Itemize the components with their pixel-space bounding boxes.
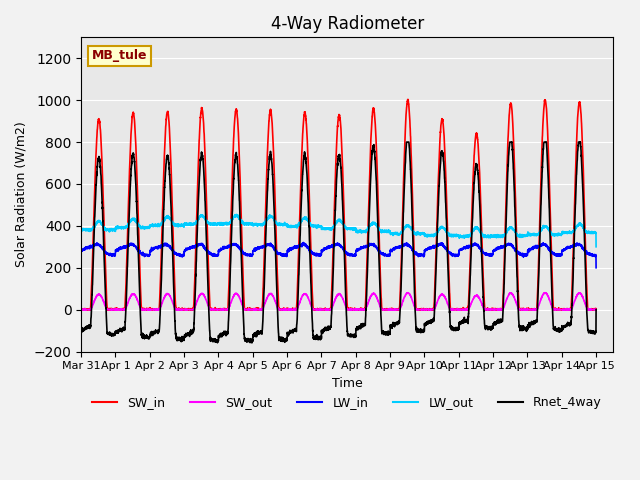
SW_in bbox=[77, 306, 85, 312]
Line: SW_in: SW_in bbox=[81, 99, 596, 310]
Rnet_4way bbox=[592, 307, 600, 312]
LW_out bbox=[591, 229, 599, 235]
SW_in bbox=[426, 307, 433, 312]
SW_out bbox=[426, 307, 433, 312]
LW_in bbox=[77, 248, 85, 254]
LW_in bbox=[319, 247, 327, 252]
LW_out bbox=[170, 221, 177, 227]
SW_in bbox=[170, 255, 178, 261]
Rnet_4way bbox=[403, 139, 410, 145]
SW_in bbox=[404, 96, 412, 102]
Rnet_4way bbox=[319, 327, 327, 333]
Rnet_4way bbox=[170, 283, 177, 289]
Line: LW_out: LW_out bbox=[81, 215, 596, 247]
SW_out bbox=[77, 307, 85, 312]
Rnet_4way bbox=[248, 340, 256, 346]
LW_out bbox=[77, 228, 85, 233]
LW_in bbox=[426, 245, 433, 251]
Rnet_4way bbox=[426, 319, 433, 325]
Y-axis label: Solar Radiation (W/m2): Solar Radiation (W/m2) bbox=[15, 121, 28, 267]
LW_out bbox=[233, 212, 241, 217]
LW_in bbox=[454, 252, 461, 258]
LW_in bbox=[170, 248, 177, 254]
Line: SW_out: SW_out bbox=[81, 293, 596, 310]
SW_out bbox=[77, 307, 85, 312]
Title: 4-Way Radiometer: 4-Way Radiometer bbox=[271, 15, 424, 33]
Rnet_4way bbox=[77, 327, 85, 333]
SW_out bbox=[404, 290, 412, 296]
LW_out bbox=[454, 233, 461, 239]
SW_out bbox=[170, 303, 178, 309]
Legend: SW_in, SW_out, LW_in, LW_out, Rnet_4way: SW_in, SW_out, LW_in, LW_out, Rnet_4way bbox=[88, 391, 607, 414]
SW_out bbox=[454, 307, 461, 312]
Text: MB_tule: MB_tule bbox=[92, 49, 147, 62]
LW_in bbox=[591, 253, 599, 259]
SW_in bbox=[592, 307, 600, 312]
SW_in bbox=[77, 307, 85, 312]
SW_out bbox=[483, 307, 491, 312]
Line: Rnet_4way: Rnet_4way bbox=[81, 142, 596, 343]
SW_in bbox=[319, 307, 327, 312]
LW_out bbox=[426, 233, 433, 239]
X-axis label: Time: Time bbox=[332, 377, 363, 390]
SW_out bbox=[319, 307, 327, 312]
LW_out bbox=[592, 244, 600, 250]
Line: LW_in: LW_in bbox=[81, 242, 596, 268]
SW_out bbox=[592, 307, 600, 312]
SW_in bbox=[483, 307, 491, 312]
Rnet_4way bbox=[592, 329, 600, 335]
SW_out bbox=[592, 307, 600, 312]
LW_in bbox=[592, 265, 600, 271]
LW_out bbox=[319, 226, 327, 232]
Rnet_4way bbox=[483, 325, 491, 331]
Rnet_4way bbox=[454, 326, 461, 332]
SW_in bbox=[454, 307, 461, 312]
LW_out bbox=[483, 233, 491, 239]
LW_in bbox=[483, 252, 491, 258]
SW_in bbox=[592, 307, 600, 312]
LW_in bbox=[300, 240, 307, 245]
